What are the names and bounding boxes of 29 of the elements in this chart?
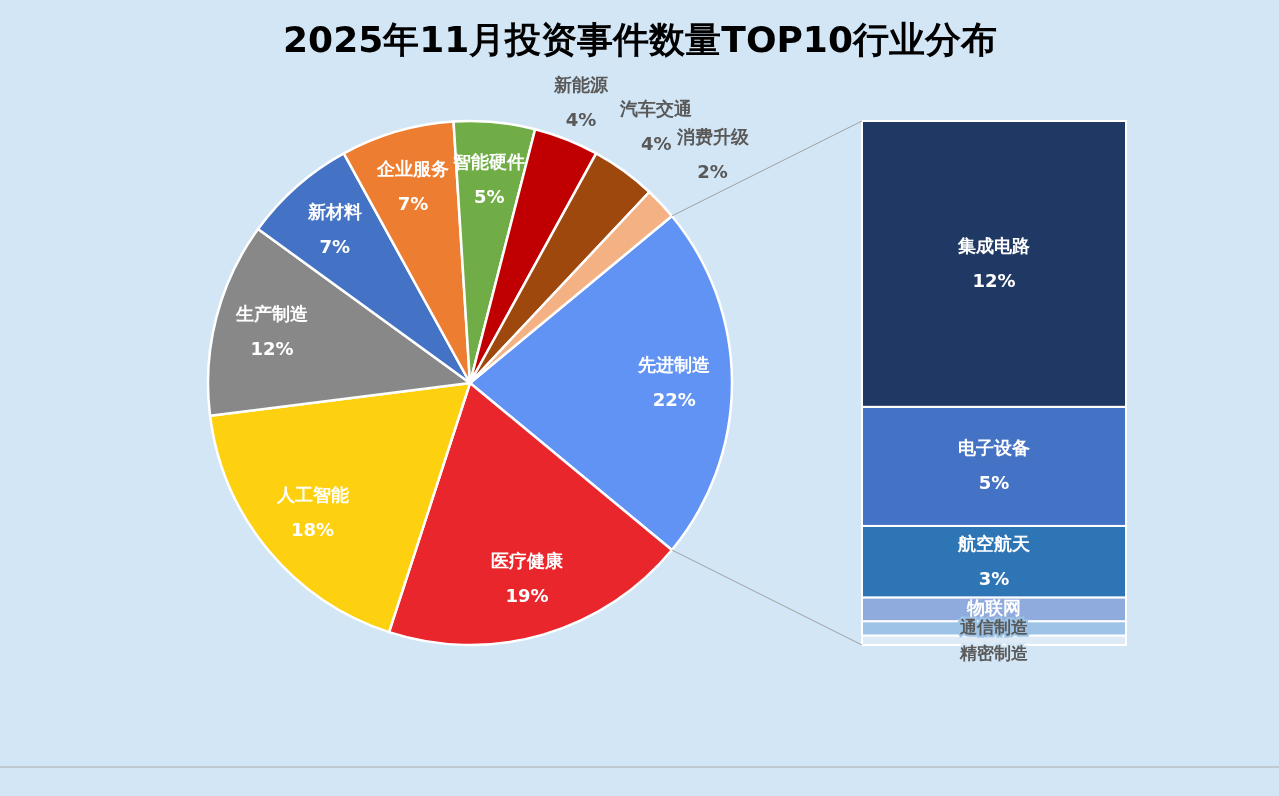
data-label: 3% xyxy=(978,567,1010,589)
series-label: 精密制造 xyxy=(959,643,1028,663)
slice-label: 人工智能 xyxy=(275,484,349,506)
data-label: 7% xyxy=(319,235,351,257)
data-label: 12% xyxy=(250,338,294,360)
data-label: 5% xyxy=(978,472,1010,494)
chart-title: 2025年11月投资事件数量TOP10行业分布 xyxy=(283,19,997,60)
slice-label: 新能源 xyxy=(552,73,609,95)
slice-label: 消费升级 xyxy=(675,126,750,148)
slice-label: 企业服务 xyxy=(375,157,449,179)
data-label: 2% xyxy=(697,161,728,183)
data-label: 18% xyxy=(290,519,335,541)
series-label: 航空航天 xyxy=(957,532,1030,554)
data-label: 4% xyxy=(565,108,597,130)
data-label: 22% xyxy=(652,389,696,410)
series-label: 物联网 xyxy=(966,597,1021,619)
data-label: 19% xyxy=(505,585,549,607)
data-label: 12% xyxy=(972,269,1016,291)
series-label: 通信制造 xyxy=(959,617,1028,638)
series-label: 电子设备 xyxy=(958,437,1030,459)
slice-label: 医疗健康 xyxy=(491,550,565,572)
data-label: 4% xyxy=(641,132,672,154)
slice-label: 先进制造 xyxy=(637,354,711,375)
data-label: 5% xyxy=(473,185,505,207)
series-label: 集成电路 xyxy=(957,234,1030,256)
slice-label: 新材料 xyxy=(306,200,362,222)
slice-label: 汽车交通 xyxy=(619,97,693,119)
slice-label: 生产制造 xyxy=(235,303,309,325)
data-label: 7% xyxy=(397,192,429,214)
